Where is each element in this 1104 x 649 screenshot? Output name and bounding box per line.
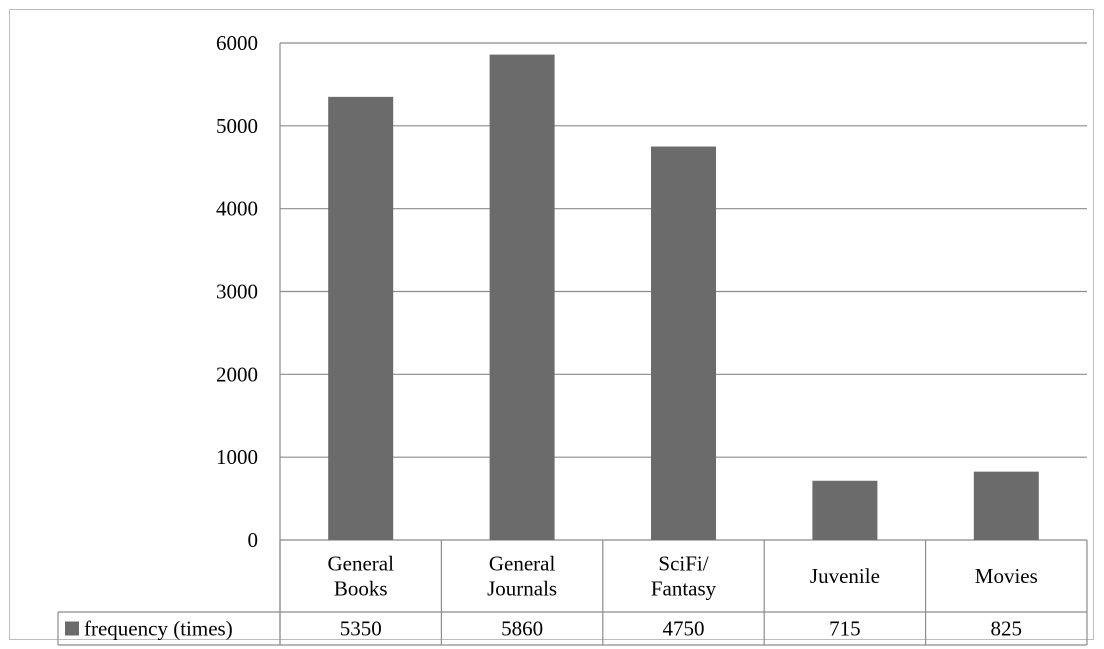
category-label: SciFi/ xyxy=(658,552,708,576)
y-tick-label: 2000 xyxy=(216,362,258,386)
category-label: Movies xyxy=(975,564,1038,588)
y-tick-label: 5000 xyxy=(216,114,258,138)
category-label: Fantasy xyxy=(651,577,717,601)
category-label: Books xyxy=(334,577,388,601)
bar xyxy=(651,146,716,540)
data-table-value: 5860 xyxy=(501,617,543,641)
data-table-value: 715 xyxy=(829,617,861,641)
data-table-value: 5350 xyxy=(340,617,382,641)
y-tick-label: 3000 xyxy=(216,280,258,304)
category-label: General xyxy=(327,552,394,576)
y-tick-label: 4000 xyxy=(216,197,258,221)
y-tick-label: 0 xyxy=(248,528,259,552)
legend-swatch xyxy=(65,621,79,636)
data-table-value: 825 xyxy=(991,617,1023,641)
category-label: General xyxy=(489,552,556,576)
y-tick-label: 1000 xyxy=(216,445,258,469)
chart-frame xyxy=(9,9,1094,640)
category-label: Juvenile xyxy=(810,564,880,588)
bar xyxy=(973,471,1039,540)
bar xyxy=(812,480,878,540)
bar xyxy=(328,96,394,540)
bar xyxy=(489,54,555,540)
category-label: Journals xyxy=(487,577,557,601)
y-tick-label: 6000 xyxy=(216,31,258,55)
data-table-value: 4750 xyxy=(663,617,705,641)
data-table-row-label: frequency (times) xyxy=(84,617,233,641)
